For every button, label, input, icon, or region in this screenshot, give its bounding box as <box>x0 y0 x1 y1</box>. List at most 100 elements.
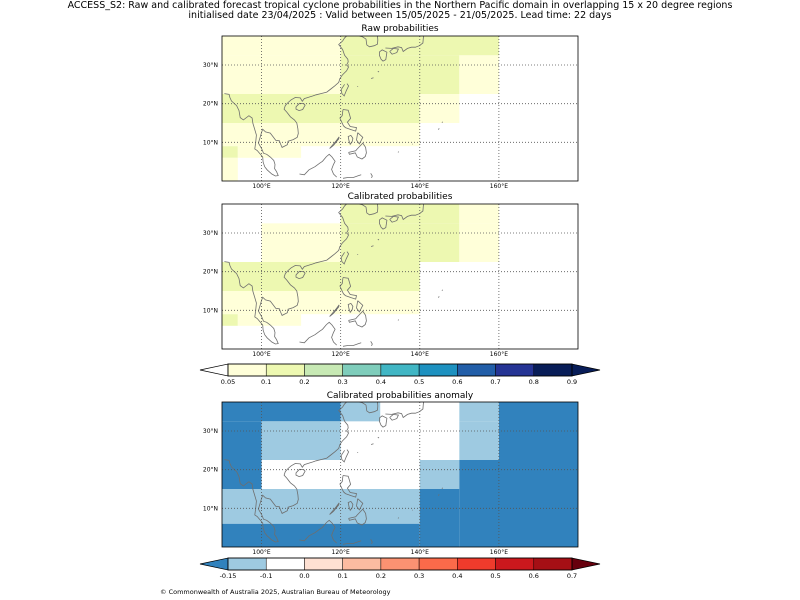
panel-title-anomaly: Calibrated probabilities anomaly <box>326 391 474 401</box>
coastline <box>329 304 340 317</box>
probability-cell <box>340 460 420 489</box>
probability-cell <box>459 402 499 422</box>
coastline <box>385 402 425 419</box>
coastline <box>370 539 373 545</box>
lat-tick-label: 20°N <box>203 467 218 474</box>
probability-cell <box>222 146 238 158</box>
colorbar-segment <box>342 557 382 571</box>
colorbar-tick-label: 0.3 <box>413 572 425 580</box>
coastline <box>329 502 340 515</box>
colorbar-tick-label: 0.3 <box>337 378 348 386</box>
coastline <box>340 251 350 265</box>
colorbar-segment <box>227 363 267 377</box>
colorbar-tick-label: 0.2 <box>375 572 387 580</box>
probability-cell <box>222 94 420 123</box>
coastline <box>329 136 340 149</box>
colorbar-frame <box>227 557 573 571</box>
colorbar-segment <box>495 363 535 377</box>
coastline <box>370 341 373 347</box>
coastline <box>378 49 388 62</box>
coastline <box>441 487 443 489</box>
probability-cell <box>222 55 341 94</box>
colorbar-anomaly <box>199 557 601 571</box>
lat-tick-label: 30°N <box>203 428 218 435</box>
coastline <box>385 204 425 221</box>
probability-cell <box>222 460 262 489</box>
map-calibrated-probabilities: 100°E 120°E 140°E 160°E 10°N 20°N 30°N <box>203 203 579 358</box>
colorbar-segment <box>418 363 458 377</box>
colorbar-tick-label: 0.1 <box>337 572 348 580</box>
coastline <box>370 245 374 247</box>
lon-tick-label: 100°E <box>252 183 270 190</box>
coastline <box>438 296 440 298</box>
probability-cell <box>261 223 341 262</box>
colorbar-tick-label: 0.4 <box>452 572 463 580</box>
probability-cell <box>222 314 238 326</box>
coastline <box>359 36 379 48</box>
coastline <box>370 77 374 79</box>
colorbar-tick-label: 0.7 <box>566 572 578 580</box>
colorbar-under-arrow <box>199 363 229 377</box>
coastline <box>438 494 440 496</box>
coastline <box>370 173 373 179</box>
colorbar-tick-label: -0.1 <box>259 572 273 580</box>
lon-tick-label: 120°E <box>332 549 350 556</box>
lon-tick-label: 140°E <box>411 549 429 556</box>
probability-cell <box>459 223 499 262</box>
lat-tick-label: 10°N <box>203 139 218 146</box>
lon-tick-label: 140°E <box>411 351 429 358</box>
coastline <box>377 436 380 439</box>
colorbar-tick-label: 0.4 <box>375 378 387 386</box>
colorbar-tick-label: 0.5 <box>490 572 501 580</box>
probability-cell <box>459 55 499 94</box>
coastline <box>385 36 425 53</box>
coastline <box>377 238 380 241</box>
map-raw-probabilities: 100°E 120°E 140°E 160°E 10°N 20°N 30°N <box>203 35 579 190</box>
colorbar-tick-label: 0.2 <box>299 378 310 386</box>
colorbar-segment <box>457 363 496 377</box>
coastline <box>348 508 367 526</box>
probability-cell <box>222 157 238 181</box>
coastline <box>299 321 337 346</box>
coastline <box>347 303 354 314</box>
lat-tick-label: 10°N <box>203 505 218 512</box>
probability-cell <box>222 123 420 147</box>
colorbar-segment <box>304 557 343 571</box>
probability-cell <box>222 523 420 547</box>
lat-tick-label: 10°N <box>203 307 218 314</box>
panel-title-raw: Raw probabilities <box>361 24 439 34</box>
colorbar-segment <box>227 557 267 571</box>
lon-tick-label: 120°E <box>332 351 350 358</box>
coastline <box>389 215 399 223</box>
lon-tick-label: 120°E <box>332 183 350 190</box>
coastline <box>397 517 400 519</box>
colorbar-segment <box>380 557 420 571</box>
figure-title-line1: ACCESS_S2: Raw and calibrated forecast t… <box>67 0 733 11</box>
coastline <box>397 151 400 153</box>
probability-cell <box>459 204 499 224</box>
colorbar-over-arrow <box>571 363 601 377</box>
colorbar-tick-label: 0.9 <box>566 378 578 386</box>
coastline <box>299 519 337 544</box>
map-frame <box>221 401 579 548</box>
colorbar-segment <box>533 363 573 377</box>
lat-tick-label: 20°N <box>203 101 218 108</box>
coastline <box>441 289 443 291</box>
coastline <box>348 310 367 328</box>
coastline <box>299 153 337 178</box>
coastline <box>359 402 379 414</box>
colorbar-tick-label: 0.6 <box>528 572 539 580</box>
lat-tick-label: 20°N <box>203 269 218 276</box>
figure-title-line2: initialised date 23/04/2025 : Valid betw… <box>188 10 612 21</box>
coastline <box>339 475 357 498</box>
probability-cell <box>222 262 420 291</box>
map-frame <box>221 35 579 182</box>
probability-cell <box>459 460 578 547</box>
coastline <box>342 540 362 545</box>
coastline <box>224 36 350 177</box>
panel-title-calibrated: Calibrated probabilities <box>347 192 453 202</box>
colorbar-segment <box>265 363 305 377</box>
colorbar-segment <box>457 557 496 571</box>
colorbar-frame <box>227 363 573 377</box>
colorbar-tick-label: 0.7 <box>490 378 501 386</box>
